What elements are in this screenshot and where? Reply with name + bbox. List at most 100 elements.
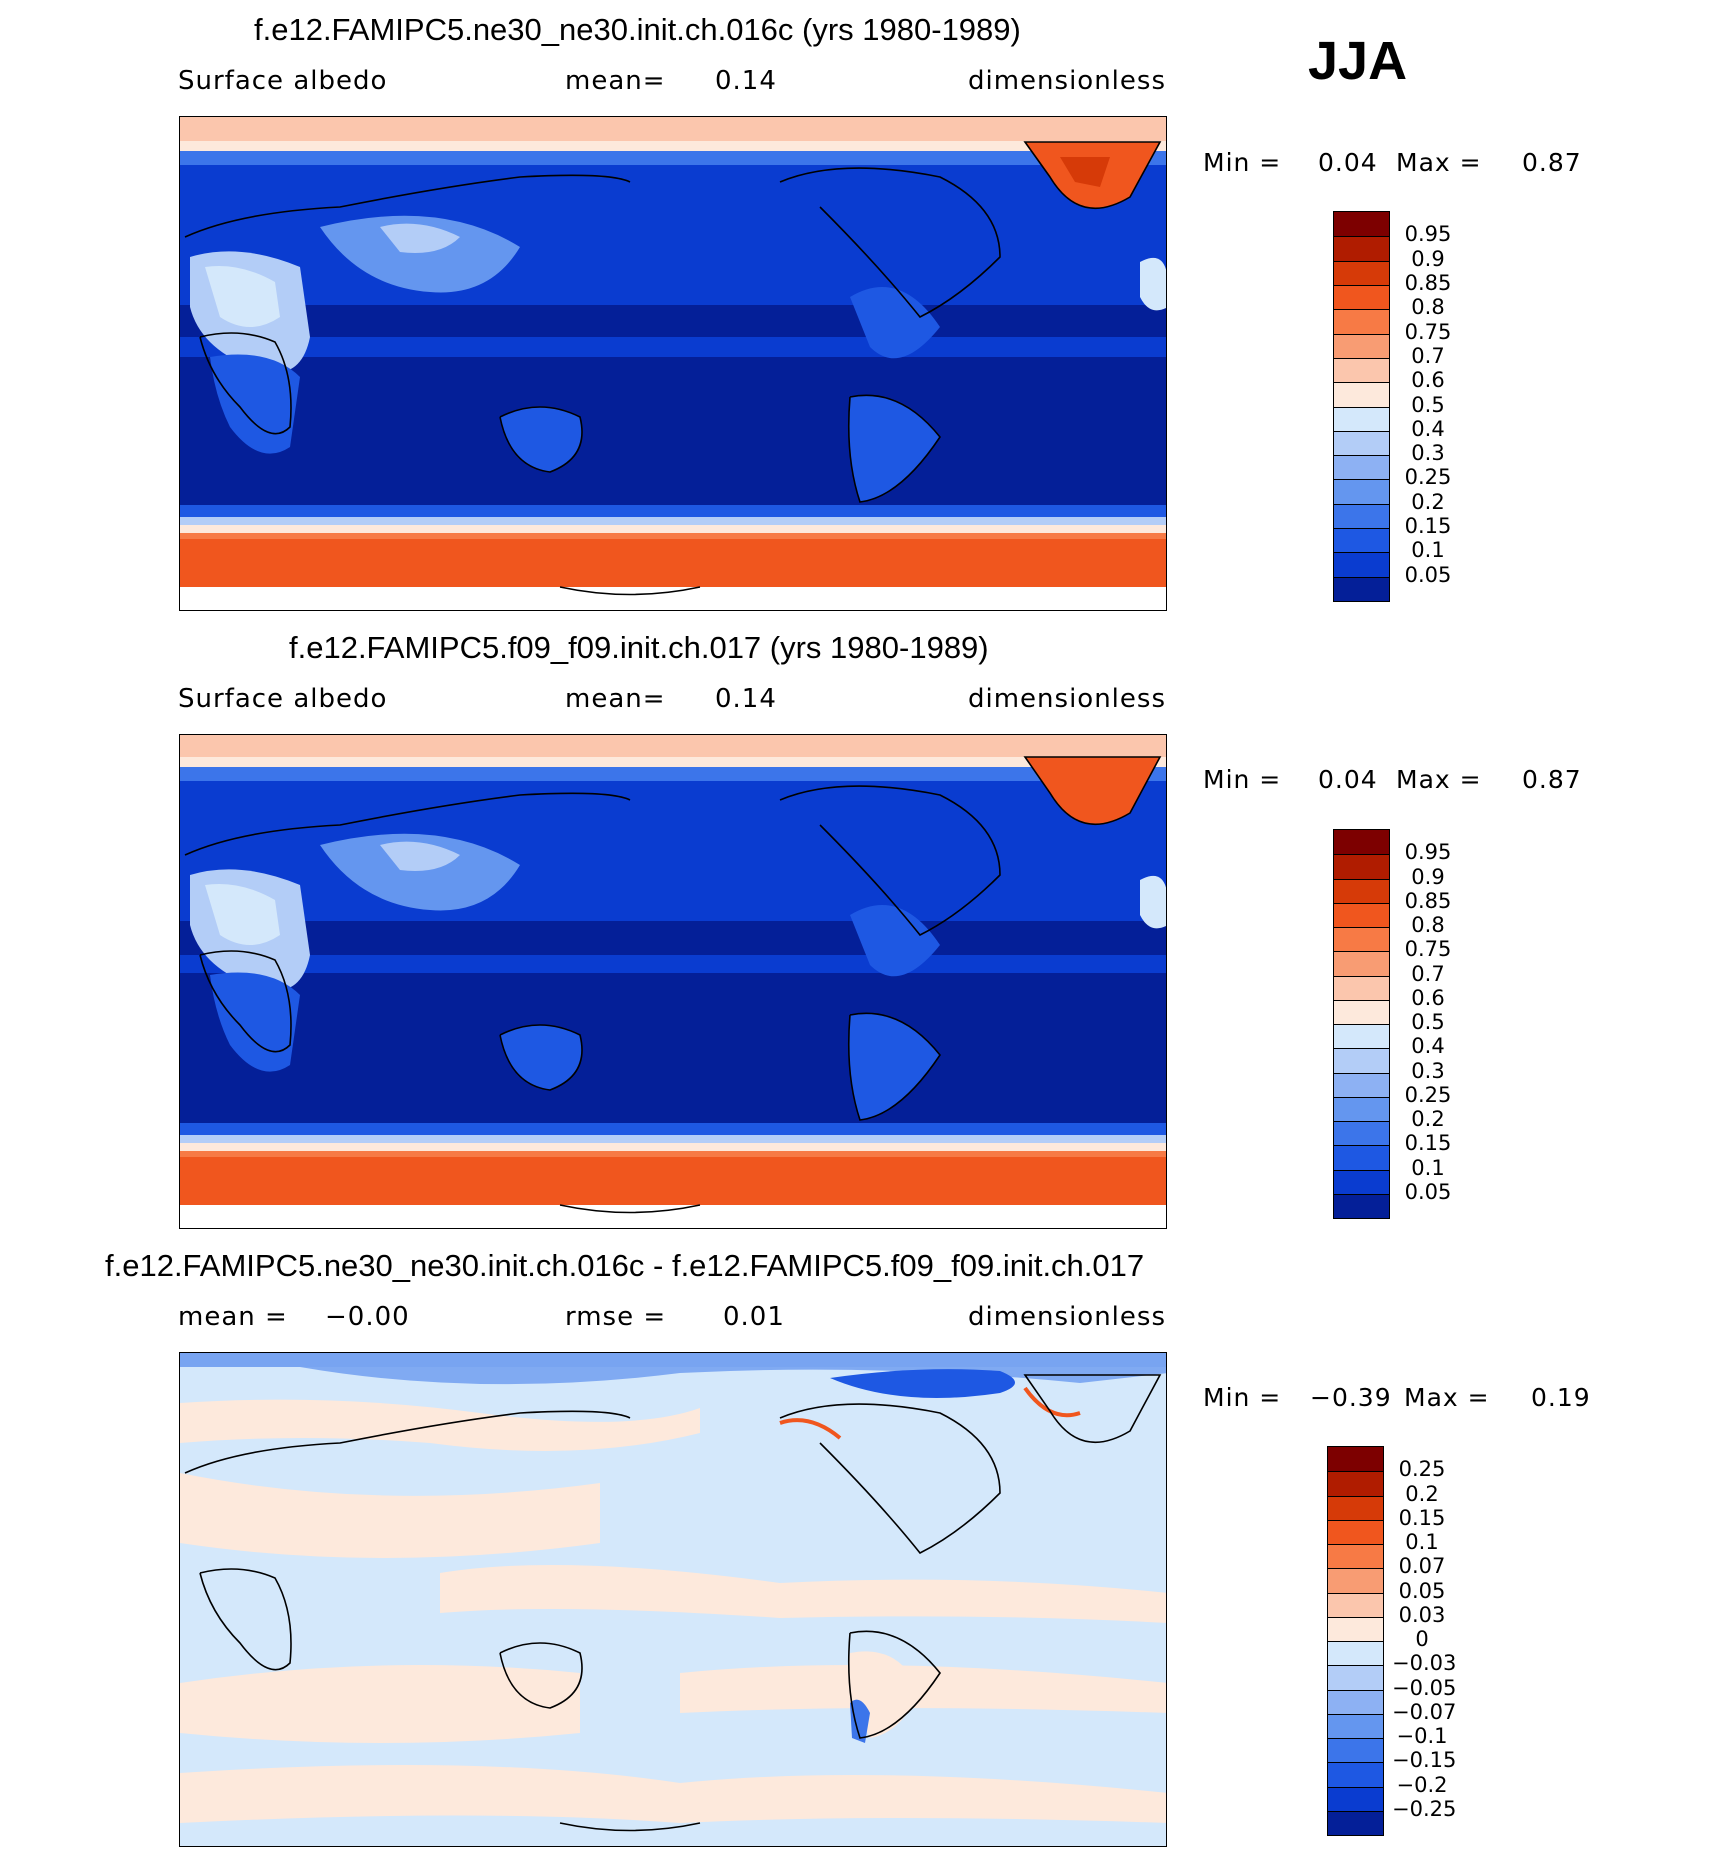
colorbar-tick-label: 0.05 (1404, 1179, 1452, 1204)
colorbar-segment (1334, 1096, 1389, 1121)
colorbar-tick-label: 0.95 (1404, 222, 1452, 247)
panel3-map (179, 1352, 1167, 1847)
colorbar-segment (1328, 1592, 1383, 1617)
colorbar-tick-label: 0.9 (1411, 246, 1445, 271)
colorbar-segment (1328, 1786, 1383, 1811)
colorbar-segment (1334, 1145, 1389, 1170)
colorbar-segment (1334, 1169, 1389, 1194)
colorbar-segment (1334, 1072, 1389, 1097)
colorbar-tick-label: 0.2 (1411, 1107, 1445, 1131)
panel2-variable-label: Surface albedo (178, 684, 388, 714)
colorbar-segment (1334, 309, 1389, 334)
panel1-title: f.e12.FAMIPC5.ne30_ne30.init.ch.016c (yr… (254, 12, 1021, 47)
colorbar-tick-label: −0.03 (1392, 1651, 1457, 1676)
colorbar-tick-label: 0.75 (1404, 319, 1452, 344)
colorbar-tick-label: −0.2 (1396, 1772, 1448, 1797)
colorbar-tick-label: 0.25 (1404, 465, 1452, 490)
colorbar-tick-label: 0.6 (1411, 985, 1445, 1010)
colorbar-tick-label: 0.5 (1411, 392, 1445, 417)
colorbar-segment (1334, 212, 1389, 237)
panel2-title: f.e12.FAMIPC5.f09_f09.init.ch.017 (yrs 1… (289, 630, 989, 665)
colorbar-segment (1334, 951, 1389, 976)
panel2-max-label: Max = (1396, 765, 1482, 794)
colorbar-segment (1328, 1616, 1383, 1641)
colorbar-tick-label: 0.4 (1411, 416, 1445, 441)
colorbar-segment (1328, 1738, 1383, 1763)
panel2-colorbar (1333, 829, 1390, 1219)
colorbar-tick-label: −0.1 (1396, 1724, 1448, 1748)
colorbar-tick-label: 0.75 (1404, 937, 1452, 962)
panel1-min-label: Min = (1203, 148, 1282, 177)
colorbar-segment (1334, 902, 1389, 927)
colorbar-segment (1334, 382, 1389, 407)
colorbar-tick-label: 0.85 (1404, 270, 1452, 295)
panel1-mean-value: 0.14 (715, 66, 777, 96)
colorbar-segment (1334, 430, 1389, 456)
colorbar-segment (1328, 1568, 1383, 1593)
colorbar-tick-label: 0.85 (1404, 888, 1452, 913)
colorbar-segment (1334, 1048, 1389, 1073)
panel2-units: dimensionless (968, 684, 1166, 714)
colorbar-segment (1334, 236, 1389, 261)
colorbar-segment (1328, 1447, 1383, 1472)
colorbar-segment (1334, 455, 1389, 480)
panel1-colorbar (1333, 211, 1390, 602)
panel2-mean-label: mean= (565, 684, 666, 714)
panel3-difference-field (180, 1353, 1166, 1846)
colorbar-tick-label: 0.6 (1411, 368, 1445, 393)
colorbar-segment (1328, 1689, 1383, 1714)
panel3-rmse-value: 0.01 (723, 1302, 785, 1332)
colorbar-tick-label: 0.9 (1411, 864, 1445, 889)
colorbar-tick-label: 0.7 (1411, 961, 1445, 986)
colorbar-tick-label: 0 (1415, 1627, 1429, 1651)
panel2-map (179, 734, 1167, 1229)
panel3-min-label: Min = (1203, 1383, 1282, 1412)
colorbar-tick-label: 0.3 (1411, 1058, 1445, 1083)
panel1-mean-label: mean= (565, 66, 666, 96)
colorbar-tick-label: 0.15 (1404, 514, 1452, 539)
colorbar-tick-label: 0.8 (1411, 295, 1445, 320)
colorbar-tick-label: 0.1 (1411, 1155, 1445, 1180)
colorbar-segment (1328, 1665, 1383, 1690)
panel3-mean-label: mean = (178, 1302, 288, 1332)
panel1-min-value: 0.04 (1318, 148, 1378, 177)
colorbar-segment (1334, 878, 1389, 903)
colorbar-segment (1334, 552, 1389, 577)
colorbar-segment (1334, 999, 1389, 1024)
colorbar-tick-label: 0.7 (1411, 343, 1445, 368)
panel3-max-label: Max = (1404, 1383, 1490, 1412)
panel2-min-value: 0.04 (1318, 765, 1378, 794)
colorbar-tick-label: 0.03 (1398, 1602, 1446, 1627)
colorbar-segment (1334, 1193, 1389, 1218)
colorbar-tick-label: 0.25 (1398, 1457, 1446, 1482)
colorbar-tick-label: −0.15 (1392, 1748, 1457, 1773)
colorbar-segment (1328, 1713, 1383, 1738)
colorbar-segment (1334, 1121, 1389, 1146)
colorbar-tick-label: −0.05 (1392, 1675, 1457, 1700)
colorbar-tick-label: 0.1 (1411, 538, 1445, 563)
panel3-colorbar (1327, 1446, 1384, 1836)
colorbar-segment (1334, 503, 1389, 529)
colorbar-tick-label: 0.15 (1404, 1131, 1452, 1156)
panel2-mean-value: 0.14 (715, 684, 777, 714)
panel1-variable-label: Surface albedo (178, 66, 388, 96)
colorbar-segment (1328, 1544, 1383, 1569)
panel1-map (179, 116, 1167, 611)
colorbar-segment (1328, 1519, 1383, 1544)
colorbar-segment (1334, 333, 1389, 358)
colorbar-segment (1334, 854, 1389, 879)
panel3-units: dimensionless (968, 1302, 1166, 1332)
season-label: JJA (1308, 31, 1408, 91)
colorbar-segment (1328, 1810, 1383, 1835)
panel1-max-value: 0.87 (1522, 148, 1582, 177)
panel3-max-value: 0.19 (1531, 1383, 1591, 1412)
colorbar-tick-label: 0.95 (1404, 840, 1452, 865)
colorbar-segment (1334, 830, 1389, 855)
colorbar-segment (1334, 576, 1389, 601)
colorbar-tick-label: 0.2 (1405, 1481, 1439, 1506)
colorbar-segment (1334, 260, 1389, 285)
colorbar-segment (1334, 927, 1389, 952)
colorbar-segment (1328, 1495, 1383, 1520)
colorbar-segment (1334, 284, 1389, 310)
